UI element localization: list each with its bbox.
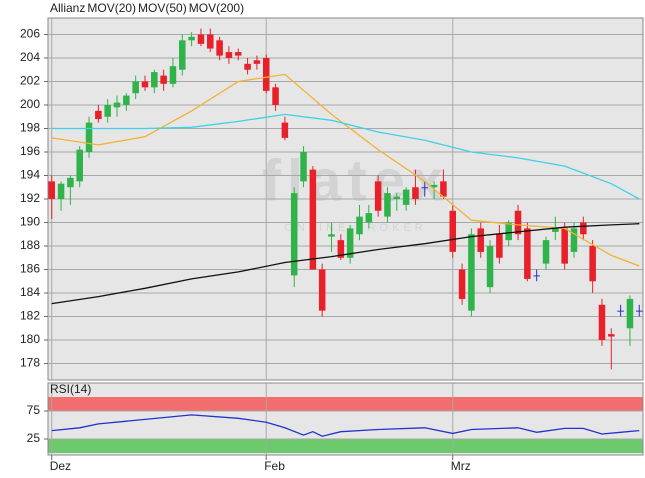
candle-body — [552, 228, 559, 232]
watermark-sub: ONLINE BROKER — [284, 222, 426, 234]
y-tick-label: 75 — [27, 403, 41, 417]
candle-body — [524, 228, 531, 279]
candle-body — [505, 222, 512, 241]
y-tick-label: 188 — [20, 238, 40, 252]
legend-entry: Allianz — [50, 1, 85, 15]
candle-body — [402, 189, 410, 205]
legend-entry: MOV(50) — [138, 1, 187, 15]
rsi-band — [48, 397, 643, 411]
candle-body — [561, 228, 568, 264]
candle-body — [234, 52, 242, 56]
candle-body — [477, 228, 484, 252]
candle-body — [440, 181, 447, 197]
candle-body — [262, 57, 270, 91]
candle-body — [309, 169, 317, 270]
candle-body — [598, 304, 606, 341]
candle-body — [57, 183, 65, 199]
rsi-band — [48, 439, 643, 453]
x-tick-label: Mrz — [451, 459, 471, 473]
x-tick-label: Feb — [264, 459, 285, 473]
candle-body — [48, 181, 55, 199]
candle-body — [272, 87, 279, 105]
candle-body — [225, 52, 233, 58]
y-tick-label: 25 — [27, 431, 41, 445]
y-tick-label: 184 — [20, 285, 40, 299]
candle-body — [346, 228, 354, 258]
legend-entry: RSI(14) — [50, 382, 91, 396]
candle-body — [617, 310, 624, 312]
candle-body — [151, 72, 158, 88]
candle-body — [542, 240, 550, 264]
legend-entry: MOV(20) — [87, 1, 136, 15]
candle-body — [533, 275, 540, 277]
y-tick-label: 186 — [20, 262, 40, 276]
y-tick-label: 204 — [20, 50, 40, 64]
candle-body — [281, 122, 289, 138]
candle-body — [421, 187, 429, 189]
candle-body — [85, 122, 93, 152]
y-tick-label: 190 — [20, 215, 40, 229]
candle-body — [412, 187, 419, 199]
candle-body — [496, 234, 503, 258]
candle-body — [300, 151, 307, 182]
candle-body — [141, 81, 149, 88]
ma-line — [51, 414, 640, 437]
candle-body — [104, 104, 111, 117]
candle-body — [197, 34, 205, 44]
candle-body — [374, 181, 382, 211]
y-tick-label: 192 — [20, 191, 40, 205]
candle-body — [636, 310, 643, 312]
candle-body — [458, 269, 466, 299]
candle-body — [337, 240, 345, 258]
candle-body — [95, 110, 102, 120]
candle-body — [76, 149, 83, 182]
ma-line — [51, 223, 640, 305]
y-tick-label: 178 — [20, 356, 40, 370]
candle-body — [365, 213, 373, 223]
candle-body — [589, 246, 596, 282]
candle-body — [123, 95, 130, 105]
candle-body — [113, 102, 121, 108]
candle-body — [132, 81, 139, 94]
candle-body — [179, 40, 186, 70]
candle-body — [318, 269, 326, 311]
candle-body — [608, 334, 615, 337]
candle-body — [207, 34, 214, 49]
candle-body — [570, 228, 578, 252]
candle-body — [216, 40, 223, 56]
candle-body — [169, 66, 177, 84]
y-tick-label: 196 — [20, 144, 40, 158]
y-tick-label: 198 — [20, 121, 40, 135]
candle-body — [514, 210, 522, 235]
candle-body — [160, 75, 167, 84]
candle-body — [580, 222, 587, 235]
y-tick-label: 182 — [20, 309, 40, 323]
candle-body — [626, 298, 634, 329]
y-tick-label: 202 — [20, 74, 40, 88]
candle-body — [430, 184, 438, 188]
candle-body — [468, 234, 475, 311]
candle-body — [328, 234, 335, 237]
candle-body — [290, 193, 298, 276]
candle-body — [253, 60, 261, 64]
y-tick-label: 194 — [20, 168, 40, 182]
y-tick-label: 200 — [20, 97, 40, 111]
candle-body — [449, 210, 457, 252]
candle-body — [67, 177, 74, 188]
legend-entry: MOV(200) — [189, 1, 244, 15]
candle-body — [188, 36, 195, 41]
candle-body — [384, 193, 391, 217]
watermark: flatex — [262, 148, 450, 213]
y-tick-label: 180 — [20, 332, 40, 346]
candle-body — [486, 246, 494, 288]
candle-body — [244, 63, 251, 70]
y-tick-label: 206 — [20, 27, 40, 41]
x-tick-label: Dez — [50, 459, 71, 473]
ma-line — [51, 113, 640, 200]
candle-body — [356, 216, 363, 235]
candle-body — [393, 196, 401, 199]
